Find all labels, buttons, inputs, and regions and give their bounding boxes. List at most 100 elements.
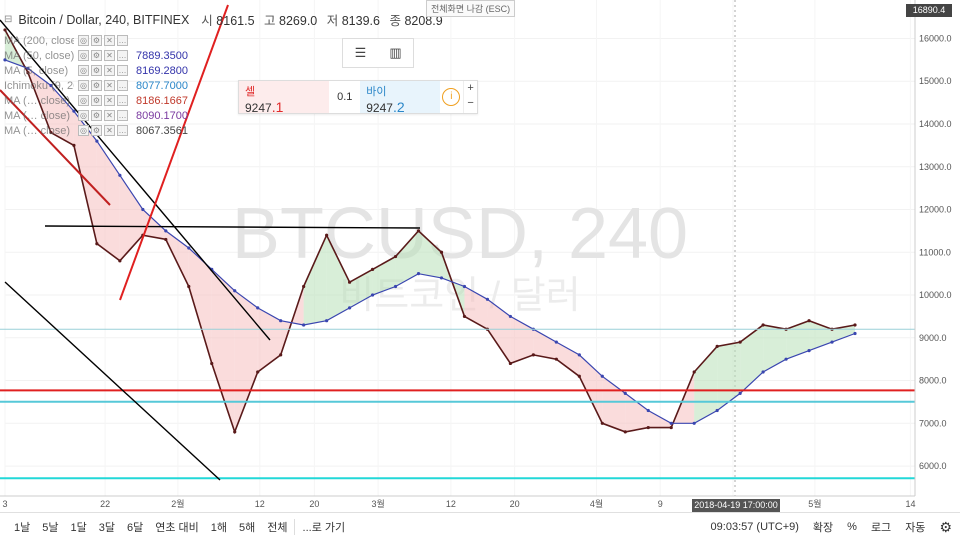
buy-button[interactable]: 바이 9247.2 [360, 81, 440, 115]
indicator-row[interactable]: MA (50, close) ◎ ⚙ ✕… 7889.3500 [4, 48, 443, 63]
timeframe-button[interactable]: 6달 [127, 522, 144, 534]
cloud-segment [326, 235, 350, 321]
timeframe-button[interactable]: 5날 [42, 522, 59, 534]
auto-button[interactable]: 자동 [905, 522, 926, 534]
indicator-control-icon[interactable]: … [117, 80, 128, 91]
cloud-segment [809, 320, 833, 351]
data-point [416, 229, 421, 233]
data-point [715, 408, 719, 413]
indicator-control-icon[interactable]: ◎ [78, 80, 89, 91]
collapse-icon[interactable]: ⊟ [4, 14, 13, 25]
indicator-control-icon[interactable]: ◎ [78, 110, 89, 121]
indicator-row[interactable]: MA (… close) ◎ ⚙ ✕… 8067.3561 [4, 123, 443, 138]
data-point [187, 284, 191, 289]
price-chart[interactable]: BTCUSD, 240 비트코인 / 달러 7769.77505.45715.3… [0, 0, 960, 512]
minus-button[interactable]: − [467, 97, 474, 109]
indicator-name: MA (… close) [4, 109, 71, 122]
indicator-control-icon[interactable]: ⚙ [91, 95, 102, 106]
indicator-control-icon[interactable]: ✕ [104, 110, 115, 121]
data-point [784, 357, 788, 361]
indicator-control-icon[interactable]: ✕ [104, 95, 115, 106]
price-tick-label: 7000.0 [919, 418, 947, 428]
indicator-control-icon[interactable]: ✕ [104, 125, 115, 136]
data-point [715, 344, 719, 348]
indicator-control-icon[interactable]: ⚙ [91, 65, 102, 76]
indicator-control-icon[interactable]: ⚙ [91, 50, 102, 61]
timeframe-button[interactable]: 1날 [14, 522, 31, 534]
candles-icon[interactable]: ▥ [389, 45, 402, 60]
indicator-control-icon[interactable]: ✕ [104, 65, 115, 76]
goto-button[interactable]: ...로 가기 [293, 519, 354, 535]
indicator-value: 8186.1667 [136, 94, 188, 107]
cloud-segment [487, 299, 511, 364]
cloud-segment [165, 230, 189, 287]
timeframe-button[interactable]: 3달 [98, 522, 115, 534]
symbol-title[interactable]: Bitcoin / Dollar, 240, BITFINEX [18, 12, 190, 27]
price-tick-label: 12000.0 [919, 205, 952, 215]
sell-button[interactable]: 셀 9247.1 [239, 81, 330, 115]
indicator-row[interactable]: Ichimoku (9, 26, 52, 26) ◎⚙✕… 8077.7000 [4, 78, 443, 93]
close-value: 8208.9 [404, 14, 443, 28]
indicator-control-icon[interactable]: ✕ [104, 50, 115, 61]
timeframe-button[interactable]: 5해 [239, 522, 256, 534]
indicator-control-icon[interactable]: ◎ [78, 65, 89, 76]
percent-button[interactable]: % [847, 521, 857, 533]
info-button[interactable]: i [440, 81, 464, 113]
data-point [95, 139, 99, 143]
buy-price: 9247.2 [366, 99, 433, 115]
indicator-control-icon[interactable]: ⚙ [91, 35, 102, 46]
list-settings-icon[interactable]: ☰ [354, 45, 367, 60]
indicator-control-icon[interactable]: ⚙ [91, 110, 102, 121]
time-tick-label: 3월 [371, 498, 384, 509]
cloud-segment [717, 342, 741, 411]
indicator-control-icon[interactable]: ◎ [78, 125, 89, 136]
indicator-controls: ◎ ⚙ ✕… [78, 65, 128, 76]
data-point [439, 276, 444, 280]
indicator-control-icon[interactable]: … [117, 95, 128, 106]
open-value: 8161.5 [216, 14, 255, 28]
timeframe-button[interactable]: 전체 [267, 522, 288, 534]
data-point [118, 259, 122, 263]
gear-icon[interactable]: ⚙ [939, 518, 952, 535]
indicator-row[interactable]: MA (5, close) ◎ ⚙ ✕… 8169.2800 [4, 63, 443, 78]
timeframe-button[interactable]: 1해 [210, 522, 228, 534]
indicator-control-icon[interactable]: ✕ [104, 80, 115, 91]
quantity-field[interactable]: 0.1 [337, 91, 353, 103]
indicator-control-icon[interactable]: … [117, 50, 128, 61]
timeframe-button[interactable]: 연초 대비 [155, 522, 199, 534]
indicator-row[interactable]: MA (200, close) ◎ ⚙ ✕… [4, 33, 443, 48]
indicator-control-icon[interactable]: … [117, 65, 128, 76]
indicator-control-icon[interactable]: … [117, 125, 128, 136]
indicator-control-icon[interactable]: … [117, 35, 128, 46]
indicator-control-icon[interactable]: … [117, 110, 128, 121]
high-value: 8269.0 [279, 14, 318, 28]
indicator-row[interactable]: MA (… close) ◎ ⚙ ✕… 8186.1667 [4, 93, 443, 108]
indicator-controls: ◎ ⚙ ✕… [78, 95, 128, 106]
low-label: 저 [326, 14, 339, 28]
timeframe-button[interactable]: 1달 [70, 522, 87, 534]
zoom-button[interactable]: 확장 [812, 522, 834, 534]
fullscreen-exit-hint[interactable]: 전체화면 나감 (ESC) [426, 0, 516, 17]
horizontal-resistance-line [44, 225, 421, 229]
cloud-segment [786, 320, 810, 360]
trade-panel: 셀 9247.1 0.1 바이 9247.2 i + − [238, 80, 478, 115]
plus-button[interactable]: + [467, 82, 474, 94]
indicator-name: MA (5, close) [4, 64, 69, 77]
indicator-control-icon[interactable]: ◎ [78, 50, 89, 61]
indicator-control-icon[interactable]: ◎ [78, 35, 89, 46]
indicator-control-icon[interactable]: ◎ [78, 95, 89, 106]
data-point [807, 349, 811, 353]
indicator-control-icon[interactable]: ✕ [104, 35, 115, 46]
indicator-row[interactable]: MA (… close) ◎ ⚙ ✕… 8090.1700 [4, 108, 443, 123]
data-point [485, 297, 490, 301]
data-point [164, 237, 168, 242]
data-point [49, 130, 53, 135]
price-tick-label: 16000.0 [919, 33, 952, 43]
time-tick-label: 4월 [590, 498, 603, 509]
clock: 09:03:57 (UTC+9) [710, 521, 799, 533]
data-point [49, 83, 53, 88]
log-button[interactable]: 로그 [870, 522, 892, 534]
indicator-control-icon[interactable]: ⚙ [91, 80, 102, 91]
indicator-control-icon[interactable]: ⚙ [91, 125, 102, 136]
indicator-value: 8090.1700 [136, 109, 188, 122]
